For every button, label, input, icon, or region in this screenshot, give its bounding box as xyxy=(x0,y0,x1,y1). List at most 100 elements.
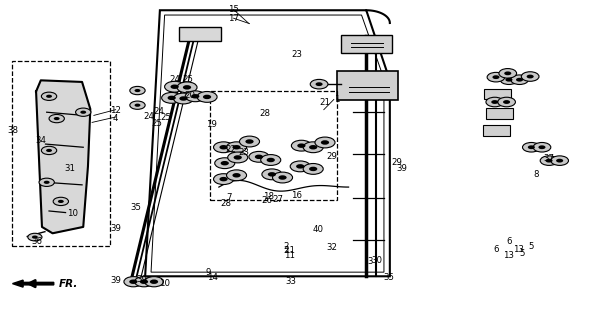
FancyBboxPatch shape xyxy=(341,36,392,52)
Circle shape xyxy=(321,140,329,145)
Circle shape xyxy=(168,96,176,100)
Circle shape xyxy=(130,101,145,109)
Text: 26: 26 xyxy=(262,196,272,205)
Circle shape xyxy=(213,142,233,153)
FancyArrow shape xyxy=(12,280,54,287)
Text: FR.: FR. xyxy=(59,279,78,289)
Text: 5: 5 xyxy=(528,242,534,251)
Circle shape xyxy=(540,156,558,165)
Circle shape xyxy=(316,82,323,86)
Text: 10: 10 xyxy=(67,209,78,218)
Circle shape xyxy=(129,279,138,284)
Circle shape xyxy=(185,91,205,102)
Circle shape xyxy=(179,96,187,101)
Circle shape xyxy=(191,94,199,99)
Text: 18: 18 xyxy=(264,192,274,201)
Circle shape xyxy=(511,75,528,84)
Circle shape xyxy=(46,149,52,152)
Text: 13: 13 xyxy=(513,245,524,254)
FancyBboxPatch shape xyxy=(483,125,510,136)
Text: 8: 8 xyxy=(533,170,539,179)
Circle shape xyxy=(53,197,69,205)
Circle shape xyxy=(124,276,143,287)
Circle shape xyxy=(197,92,217,102)
Circle shape xyxy=(226,170,246,181)
Text: 24: 24 xyxy=(144,113,155,122)
Circle shape xyxy=(533,142,551,152)
Circle shape xyxy=(290,161,310,172)
Circle shape xyxy=(272,172,293,183)
Text: 31: 31 xyxy=(65,164,76,173)
Polygon shape xyxy=(36,80,90,233)
Circle shape xyxy=(232,173,241,178)
Text: 23: 23 xyxy=(238,148,249,157)
Circle shape xyxy=(262,169,282,180)
Text: 15: 15 xyxy=(228,5,239,14)
Circle shape xyxy=(538,145,545,149)
Circle shape xyxy=(309,145,317,149)
Circle shape xyxy=(310,79,328,89)
Circle shape xyxy=(499,68,517,78)
Text: 11: 11 xyxy=(284,251,295,260)
Text: 11: 11 xyxy=(284,246,295,255)
Circle shape xyxy=(58,200,64,203)
Circle shape xyxy=(173,93,193,104)
Text: 2: 2 xyxy=(283,242,289,251)
Circle shape xyxy=(232,145,241,149)
Circle shape xyxy=(49,115,64,123)
Circle shape xyxy=(268,172,276,177)
Circle shape xyxy=(215,158,235,169)
Text: 25: 25 xyxy=(183,75,194,84)
Text: 29: 29 xyxy=(327,152,337,161)
Text: 36: 36 xyxy=(32,237,43,246)
Circle shape xyxy=(213,174,233,185)
Text: 19: 19 xyxy=(206,120,217,129)
Text: 2: 2 xyxy=(283,246,289,255)
Text: 28: 28 xyxy=(259,109,270,118)
Circle shape xyxy=(522,142,540,152)
FancyBboxPatch shape xyxy=(486,108,513,119)
FancyBboxPatch shape xyxy=(484,89,511,100)
Circle shape xyxy=(296,164,304,169)
Circle shape xyxy=(303,164,323,174)
Circle shape xyxy=(140,279,148,284)
Circle shape xyxy=(245,139,254,144)
Circle shape xyxy=(527,75,534,78)
Circle shape xyxy=(297,143,306,148)
Circle shape xyxy=(291,140,311,151)
Circle shape xyxy=(135,89,141,92)
Circle shape xyxy=(516,78,523,82)
Circle shape xyxy=(150,279,158,284)
Text: 5: 5 xyxy=(519,250,525,259)
Text: 13: 13 xyxy=(504,251,514,260)
Text: 35: 35 xyxy=(131,203,142,212)
Text: 16: 16 xyxy=(291,191,302,200)
Circle shape xyxy=(46,95,52,98)
Text: 35: 35 xyxy=(383,273,394,282)
Circle shape xyxy=(130,86,145,95)
Circle shape xyxy=(309,167,317,171)
Text: 6: 6 xyxy=(493,245,499,254)
Text: 9: 9 xyxy=(206,268,211,277)
Text: 39: 39 xyxy=(111,224,121,233)
Text: 30: 30 xyxy=(371,256,382,265)
Circle shape xyxy=(528,145,535,149)
Circle shape xyxy=(219,145,228,149)
Circle shape xyxy=(504,71,511,75)
Circle shape xyxy=(556,159,563,163)
Circle shape xyxy=(135,104,141,107)
Circle shape xyxy=(315,137,335,148)
Text: 39: 39 xyxy=(137,275,148,284)
Text: 12: 12 xyxy=(110,106,121,115)
Circle shape xyxy=(41,146,57,155)
Text: 34: 34 xyxy=(35,136,46,145)
Text: 22: 22 xyxy=(225,145,236,154)
Circle shape xyxy=(500,75,518,84)
Text: 21: 21 xyxy=(320,98,330,107)
Text: 28: 28 xyxy=(220,199,232,208)
Circle shape xyxy=(233,155,242,160)
Text: 20: 20 xyxy=(184,91,195,100)
Circle shape xyxy=(39,178,54,187)
Circle shape xyxy=(135,276,154,287)
Text: 23: 23 xyxy=(291,50,302,59)
